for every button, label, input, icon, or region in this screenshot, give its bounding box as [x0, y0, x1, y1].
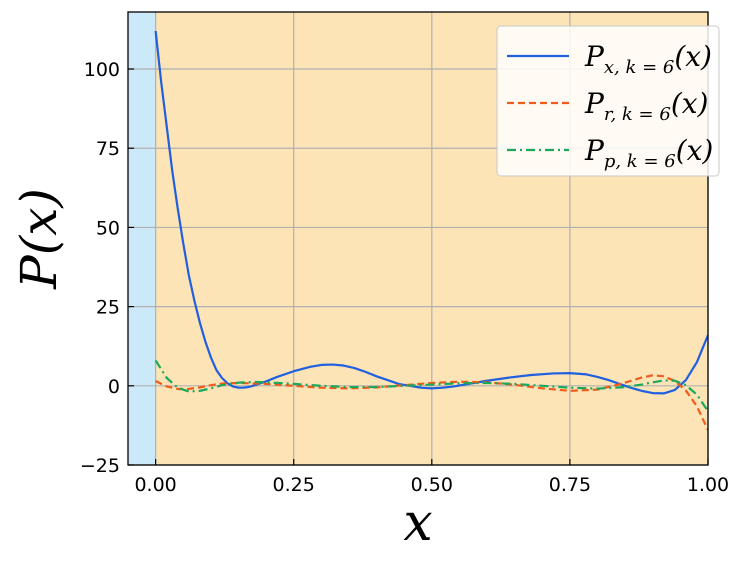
series-line-r — [155, 374, 708, 431]
x-tick-label: 0.50 — [411, 474, 453, 496]
y-tick-label: −25 — [80, 455, 120, 477]
y-tick-label: 50 — [96, 217, 120, 239]
legend-box — [496, 25, 720, 177]
series-layer — [154, 30, 708, 431]
y-tick-label: 75 — [96, 138, 120, 160]
legend: Px, k = 6(x) Pr, k = 6(x) Pp, k = 6(x) — [496, 25, 720, 177]
y-tick-label: 25 — [96, 297, 120, 319]
plot-frame — [127, 11, 709, 466]
x-axis-label: x — [403, 493, 432, 553]
axis-ticks: 0.00 0.25 0.50 0.75 1.00 −25 0 25 50 75 100 — [80, 59, 729, 496]
y-tick-label: 100 — [84, 59, 120, 81]
x-tick-label: 0.25 — [273, 474, 315, 496]
axis-labels: x P(x) — [10, 188, 433, 553]
legend-label: Px, k = 6(x) — [584, 40, 712, 78]
x-tick-label: 0.00 — [134, 474, 176, 496]
y-axis-label: P(x) — [10, 188, 68, 290]
x-tick-label: 0.75 — [549, 474, 591, 496]
legend-label: Pr, k = 6(x) — [584, 87, 708, 125]
y-tick-label: 0 — [108, 376, 120, 398]
legend-label: Pp, k = 6(x) — [584, 134, 713, 172]
x-tick-label: 1.00 — [687, 474, 729, 496]
shaded-region-0 — [128, 12, 156, 465]
series-line-x — [154, 30, 708, 395]
series-line-p — [154, 359, 708, 412]
